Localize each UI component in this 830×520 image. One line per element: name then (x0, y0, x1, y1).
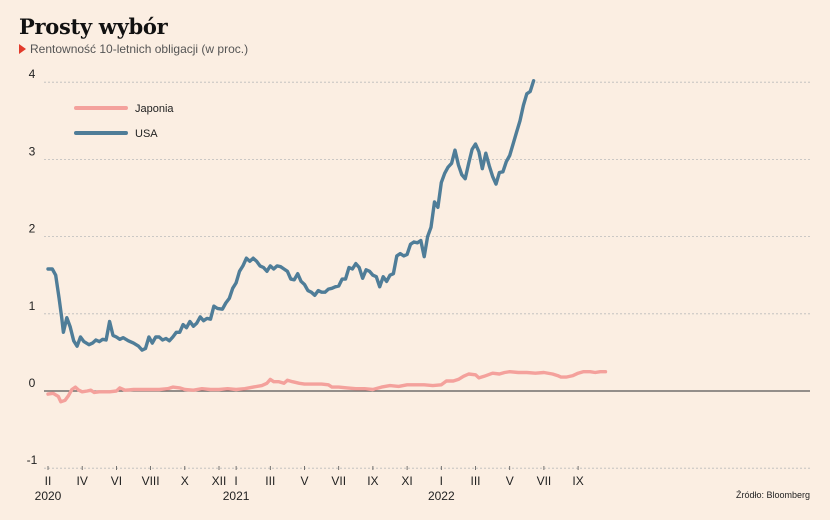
year-label: 2021 (223, 489, 250, 503)
x-tick-label: VI (111, 474, 122, 488)
y-tick-label: 1 (29, 299, 36, 313)
legend: Japonia USA (74, 103, 174, 140)
x-tick-label: V (506, 474, 514, 488)
x-tick-label: IV (77, 474, 88, 488)
x-tick-label: III (470, 474, 480, 488)
series-line-usa (46, 79, 536, 352)
y-tick-label: 3 (29, 144, 36, 158)
legend-label: Japonia (135, 103, 174, 115)
grid-lines (44, 81, 810, 469)
x-tick-label: VII (331, 474, 346, 488)
x-tick-label: VIII (142, 474, 160, 488)
series-line-japonia (46, 370, 608, 404)
x-tick-label: XII (212, 474, 227, 488)
legend-label: USA (135, 128, 158, 140)
x-tick-label: IX (572, 474, 583, 488)
x-tick-label: I (234, 474, 237, 488)
subtitle-text: Rentowność 10-letnich obligacji (w proc.… (30, 42, 249, 56)
x-axis-ticks: II IV VI VIII X XII I III V VII IX XI I III V VII IX2020… (35, 466, 584, 503)
red-triangle-icon (19, 44, 26, 54)
x-tick-label: X (181, 474, 189, 488)
year-label: 2020 (35, 489, 62, 503)
year-label: 2022 (428, 489, 455, 503)
x-tick-label: II (45, 474, 52, 488)
x-tick-label: I (440, 474, 443, 488)
x-tick-label: IX (367, 474, 378, 488)
y-tick-label: 4 (29, 67, 36, 81)
source-note: Źródło: Bloomberg (735, 490, 810, 500)
chart-subtitle: Rentowność 10-letnich obligacji (w proc.… (19, 42, 248, 56)
x-tick-label: XI (401, 474, 412, 488)
x-tick-label: VII (537, 474, 552, 488)
y-tick-label: -1 (27, 453, 38, 467)
x-tick-label: V (300, 474, 308, 488)
y-tick-label: 0 (29, 376, 36, 390)
x-tick-label: III (265, 474, 275, 488)
y-tick-label: 2 (29, 222, 36, 236)
y-axis-ticks: 4 3 2 1 0 -1 (27, 67, 38, 467)
series-lines (46, 79, 608, 404)
chart-title: Prosty wybór (19, 14, 168, 39)
